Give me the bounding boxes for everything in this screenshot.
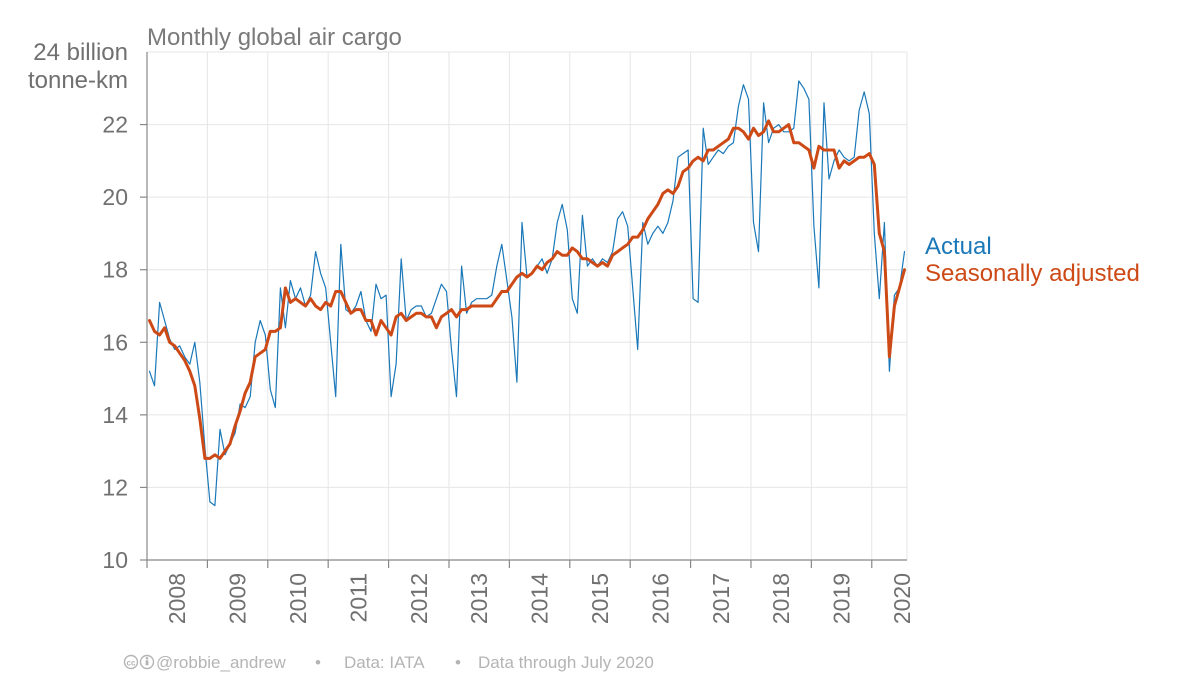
x-tick-label: 2018 <box>768 573 794 624</box>
x-tick-label: 2013 <box>466 573 492 624</box>
attribution-icon <box>139 654 155 670</box>
x-tick-label: 2008 <box>164 573 190 624</box>
y-tick-label: 12 <box>102 474 128 500</box>
x-tick-label: 2012 <box>406 573 432 624</box>
footer-separator: • <box>315 653 321 672</box>
x-tick-label: 2020 <box>889 573 915 624</box>
footer-author: @robbie_andrew <box>156 653 286 672</box>
y-axis-label-top: 24 billion <box>33 39 128 66</box>
y-tick-label: 14 <box>102 402 128 428</box>
y-tick-label: 20 <box>102 184 128 210</box>
y-tick-label: 22 <box>102 112 128 138</box>
legend-actual: Actual <box>925 233 992 260</box>
svg-text:cc: cc <box>127 659 136 668</box>
y-axis-unit-label: tonne-km <box>28 67 128 94</box>
series-line-seasonally-adjusted <box>148 119 906 460</box>
legend-seasonally-adjusted: Seasonally adjusted <box>925 260 1140 287</box>
x-tick-label: 2009 <box>225 573 251 624</box>
x-axis-ticks: 2008 2009 2010 2011 2012 2013 2014 2015 2016 2017… <box>164 573 915 624</box>
series-lines <box>148 80 906 507</box>
x-tick-label: 2015 <box>587 573 613 624</box>
footer-data-through: Data through July 2020 <box>478 653 654 672</box>
axes <box>140 52 907 568</box>
footer-source: Data: IATA <box>344 653 425 672</box>
x-tick-label: 2014 <box>527 573 553 624</box>
x-tick-label: 2019 <box>829 573 855 624</box>
y-axis-ticks: 10 12 14 16 18 20 22 <box>102 112 128 573</box>
x-tick-label: 2016 <box>647 573 673 624</box>
footer: cc @robbie_andrew • Data: IATA • Data th… <box>123 653 654 672</box>
x-tick-label: 2017 <box>708 573 734 624</box>
y-tick-label: 18 <box>102 257 128 283</box>
grid <box>146 51 908 561</box>
chart-title: Monthly global air cargo <box>147 24 402 51</box>
cc-icon: cc <box>123 654 139 670</box>
y-tick-label: 16 <box>102 329 128 355</box>
x-tick-label: 2010 <box>285 573 311 624</box>
x-tick-label: 2011 <box>345 573 371 622</box>
footer-separator: • <box>455 653 461 672</box>
series-line-actual <box>148 80 906 507</box>
y-tick-label: 10 <box>102 547 128 573</box>
